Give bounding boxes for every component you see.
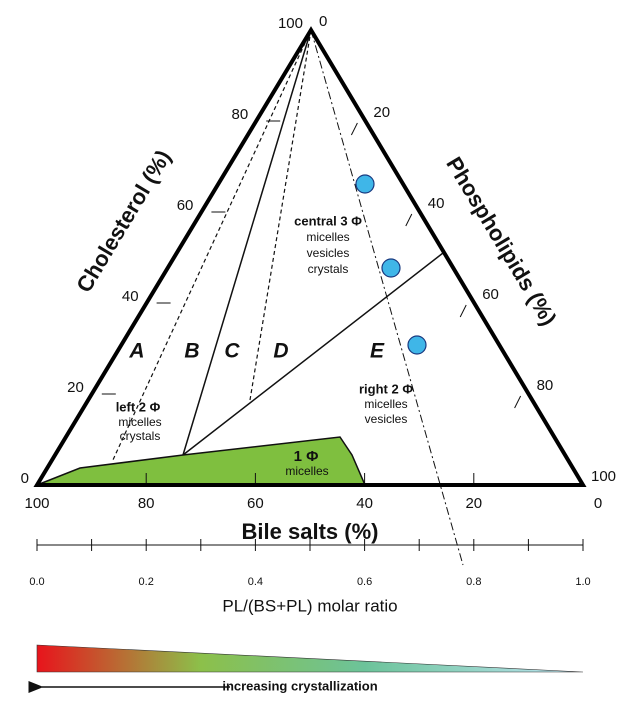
tick-label: 40: [428, 195, 445, 212]
phase-item: vesicles: [365, 412, 408, 426]
phase-item: crystals: [120, 429, 161, 443]
tick-label: 60: [482, 286, 499, 303]
tick-label: 100: [24, 495, 49, 512]
tick-label: 100: [591, 468, 616, 485]
tick: [459, 304, 467, 318]
tick-label: 0.0: [29, 576, 44, 588]
tick-label: 80: [537, 377, 554, 394]
boundary: [182, 252, 444, 456]
sample-point: [381, 258, 401, 278]
tick-label: 80: [138, 495, 155, 512]
tick-label: 1.0: [575, 576, 590, 588]
region-label: B: [184, 340, 199, 363]
axis-title: Phospholipids (%): [441, 152, 561, 329]
axis-title: Cholesterol (%): [71, 146, 176, 297]
phase-title: right 2 Φ: [359, 381, 413, 396]
phase-item: micelles: [364, 397, 407, 411]
tick-label: 0: [594, 495, 602, 512]
region-label: E: [370, 340, 385, 363]
phase-title: 1 Φ: [294, 448, 319, 465]
gradient-wedge: [36, 644, 584, 673]
boundary: [111, 29, 312, 463]
tick-label: 80: [232, 106, 249, 123]
gradient-label: increasing crystallization: [222, 678, 377, 693]
boundary: [182, 29, 312, 456]
region-label: D: [273, 340, 288, 363]
tick: [350, 122, 358, 136]
phase-item: micelles: [306, 230, 349, 244]
tick-label: 20: [373, 104, 390, 121]
sample-point: [355, 174, 375, 194]
phase-item: vesicles: [307, 246, 350, 260]
tick-label: 0.2: [139, 576, 154, 588]
tick-label: 20: [465, 495, 482, 512]
tick-label: 60: [177, 197, 194, 214]
tick-label: 40: [122, 288, 139, 305]
region-label: C: [224, 340, 240, 363]
tick: [514, 395, 522, 409]
phase-item: micelles: [285, 464, 328, 478]
phase-title: central 3 Φ: [294, 213, 362, 228]
tick-label: 0.4: [248, 576, 263, 588]
tick-label: 40: [356, 495, 373, 512]
phase-item: crystals: [308, 262, 349, 276]
tick-label: 60: [247, 495, 264, 512]
tick-label: 20: [67, 379, 84, 396]
tick-label: 100: [278, 15, 303, 32]
triangle: [33, 26, 587, 487]
phase-item: micelles: [118, 415, 161, 429]
sample-point: [407, 335, 427, 355]
ratio-axis-title: PL/(BS+PL) molar ratio: [222, 596, 397, 615]
tick-label: 0.6: [357, 576, 372, 588]
tick-label: 0.8: [466, 576, 481, 588]
ratio-line: [310, 29, 464, 566]
phase-title: left 2 Φ: [116, 399, 161, 414]
tick: [405, 213, 413, 227]
region-label: A: [128, 340, 144, 363]
tick-label: 0: [319, 13, 327, 30]
tick-label: 0: [21, 470, 29, 487]
